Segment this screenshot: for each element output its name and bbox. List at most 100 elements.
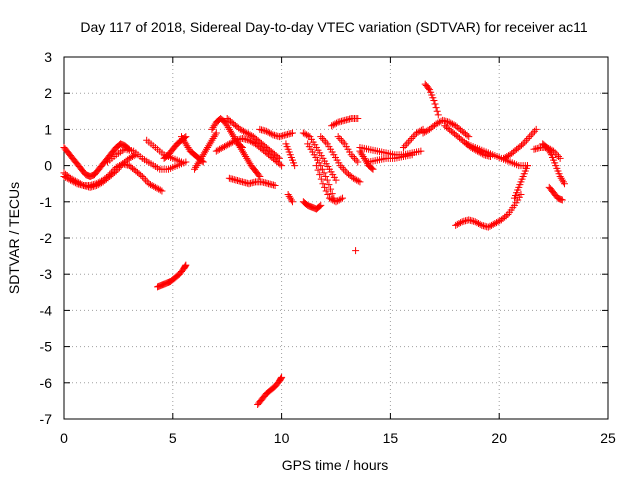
data-point <box>312 162 320 170</box>
data-point <box>197 154 205 162</box>
series-arc-v <box>312 162 347 206</box>
data-point <box>494 218 502 226</box>
y-tick-label: -2 <box>40 230 53 246</box>
data-point <box>417 147 425 155</box>
data-point <box>424 84 432 92</box>
data-point <box>408 134 416 142</box>
data-point <box>359 153 367 161</box>
data-point <box>323 176 331 184</box>
data-point <box>234 140 242 148</box>
y-tick-label: -4 <box>40 302 53 318</box>
data-point <box>484 223 492 231</box>
data-point <box>225 140 233 148</box>
data-point <box>319 180 327 188</box>
data-point <box>181 263 189 271</box>
data-point <box>522 136 530 144</box>
data-point <box>243 129 251 137</box>
data-point <box>222 142 230 150</box>
data-point <box>325 194 333 202</box>
data-point <box>408 151 416 159</box>
y-tick-label: 1 <box>44 121 52 137</box>
data-point <box>117 162 125 170</box>
series-arc-z <box>352 247 360 255</box>
data-point <box>322 172 330 180</box>
data-point <box>138 172 146 180</box>
data-point <box>196 156 204 164</box>
data-point <box>229 131 237 139</box>
series-arc-s <box>299 198 325 213</box>
data-point <box>329 196 337 204</box>
data-point <box>303 131 311 139</box>
data-point <box>318 165 326 173</box>
data-point <box>556 154 564 162</box>
data-point <box>527 131 535 139</box>
data-point <box>358 151 366 159</box>
series-arc-u <box>304 140 338 202</box>
data-point <box>401 142 409 150</box>
data-point <box>529 129 537 137</box>
data-point <box>241 128 249 136</box>
data-point <box>278 162 286 170</box>
data-point <box>322 187 330 195</box>
data-point <box>277 374 285 382</box>
series-arc-a <box>60 140 133 180</box>
data-point <box>558 176 566 184</box>
data-point <box>519 140 527 148</box>
data-point <box>448 120 456 128</box>
data-point <box>351 175 359 183</box>
series-arc-c <box>60 151 140 191</box>
data-point <box>354 177 362 185</box>
data-point <box>354 158 362 166</box>
data-point <box>62 173 70 181</box>
data-point <box>356 178 364 186</box>
data-point <box>153 184 161 192</box>
data-point <box>455 220 463 228</box>
data-point <box>67 176 75 184</box>
data-point <box>204 144 212 151</box>
data-point <box>267 130 275 138</box>
data-point <box>430 96 438 104</box>
data-point <box>214 146 222 154</box>
y-tick-label: 3 <box>44 49 52 65</box>
data-point <box>199 151 207 159</box>
data-point <box>226 127 234 135</box>
axis-ticks <box>63 56 609 420</box>
x-tick-label: 10 <box>274 430 290 446</box>
data-point <box>321 183 329 191</box>
x-tick-labels: 0 5 10 15 20 25 <box>60 430 616 446</box>
data-point <box>192 163 200 171</box>
data-point <box>560 180 568 188</box>
data-point <box>335 196 343 204</box>
data-point <box>193 162 201 170</box>
series-arc-r <box>284 191 296 206</box>
series-arc-ai <box>500 125 540 162</box>
data-point <box>242 153 250 161</box>
data-point <box>337 136 345 144</box>
data-point <box>225 125 233 133</box>
data-point <box>182 140 190 148</box>
data-point <box>432 104 440 112</box>
data-point <box>65 175 73 183</box>
data-point <box>236 144 244 151</box>
data-point <box>142 176 150 184</box>
data-point <box>503 153 511 161</box>
data-point <box>340 165 348 173</box>
data-point <box>151 183 159 191</box>
data-point <box>145 180 153 188</box>
series-arc-m <box>256 125 296 141</box>
data-point <box>156 186 164 194</box>
data-point <box>222 120 230 128</box>
data-point <box>237 145 245 153</box>
data-point <box>322 138 330 146</box>
data-point <box>208 125 216 133</box>
data-point <box>325 181 333 189</box>
y-tick-label: -1 <box>40 194 53 210</box>
data-point <box>235 142 243 150</box>
data-point <box>404 138 412 146</box>
data-point <box>403 140 411 148</box>
data-point <box>206 140 214 148</box>
data-point <box>150 182 158 190</box>
data-point <box>287 196 295 204</box>
data-point <box>409 133 417 141</box>
